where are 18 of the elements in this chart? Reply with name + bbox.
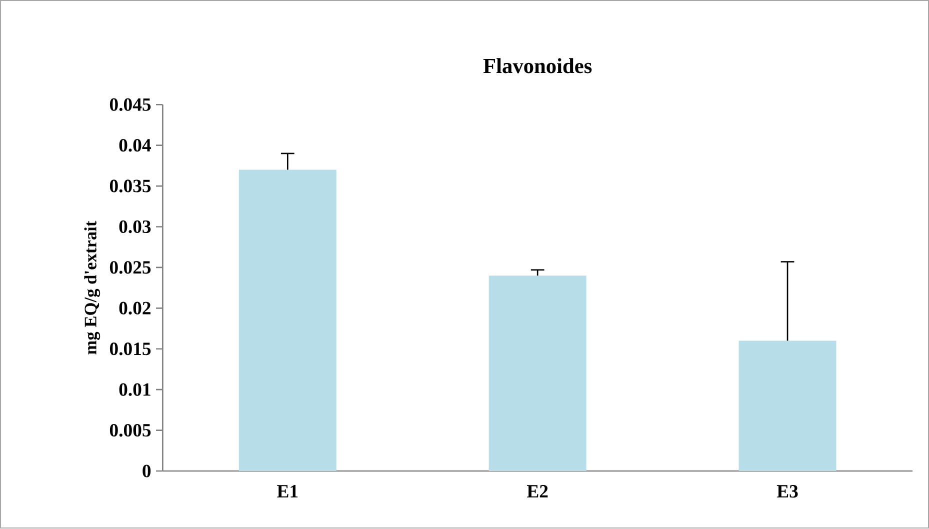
- chart-title: Flavonoides: [483, 58, 592, 74]
- y-tick-label: 0.045: [110, 98, 151, 112]
- y-tick-label: 0.035: [110, 180, 151, 193]
- bar: [738, 340, 836, 472]
- y-axis-title: mg EQ/g d'extrait: [84, 221, 100, 355]
- x-tick-label: E3: [776, 485, 798, 498]
- y-tick-label: 0.03: [119, 220, 151, 234]
- y-tick-label: 0.005: [110, 424, 151, 437]
- x-tick-label: E2: [526, 485, 548, 498]
- bar: [238, 170, 336, 472]
- y-tick-label: 0.02: [119, 302, 150, 315]
- y-tick-label: 0.04: [119, 139, 151, 152]
- x-tick-label: E1: [277, 485, 298, 498]
- y-tick-label: 0.025: [110, 261, 151, 274]
- bar: [488, 276, 586, 472]
- y-tick-label: 0.01: [119, 383, 150, 396]
- y-tick-label: 0: [142, 464, 151, 478]
- y-tick-label: 0.015: [110, 342, 151, 356]
